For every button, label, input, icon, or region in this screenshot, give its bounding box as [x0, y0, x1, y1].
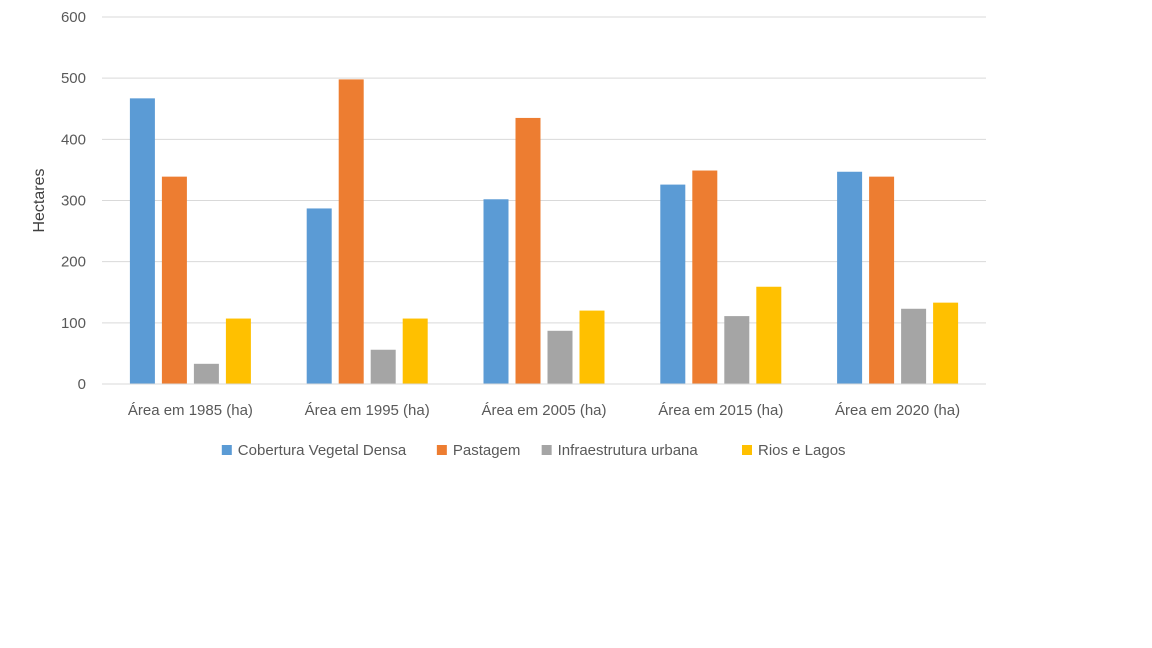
legend-swatch — [541, 445, 552, 455]
y-tick-label: 300 — [61, 193, 86, 210]
bar — [161, 176, 187, 384]
bar — [837, 171, 863, 384]
legend-swatch — [436, 445, 447, 455]
y-tick-label: 200 — [61, 254, 86, 271]
bar — [129, 98, 155, 384]
y-tick-label: 0 — [78, 376, 86, 393]
bar — [579, 310, 605, 384]
y-tick-label: 600 — [61, 9, 86, 26]
bar — [724, 316, 750, 384]
bar — [225, 318, 251, 384]
bar — [869, 176, 895, 384]
y-axis-label: Hectares — [31, 168, 48, 232]
bar — [402, 318, 428, 384]
legend: Cobertura Vegetal Densa Pastagem Infraestr… — [221, 442, 846, 459]
y-tick-label: 500 — [61, 70, 86, 87]
bar — [756, 286, 782, 384]
legend-label: Infraestrutura urbana — [558, 442, 699, 459]
x-axis-ticks: Área em 1985 (ha) Área em 1995 (ha) Área e… — [128, 402, 960, 419]
bar — [515, 117, 541, 385]
legend-label: Pastagem — [453, 442, 521, 459]
bar — [338, 79, 364, 384]
x-tick-label: Área em 1985 (ha) — [128, 402, 253, 419]
bar — [483, 199, 509, 384]
y-tick-label: 100 — [61, 315, 86, 332]
y-axis-ticks: 0 100 200 300 400 500 600 — [61, 9, 86, 393]
legend-swatch — [221, 445, 232, 455]
bar — [370, 349, 396, 384]
bar — [933, 302, 959, 384]
bar — [901, 308, 927, 384]
x-tick-label: Área em 2005 (ha) — [481, 402, 606, 419]
bar — [660, 184, 686, 384]
bar — [692, 170, 718, 384]
bar — [547, 330, 573, 384]
x-tick-label: Área em 2020 (ha) — [835, 402, 960, 419]
bars — [129, 79, 959, 385]
x-tick-label: Área em 2015 (ha) — [658, 402, 783, 419]
legend-swatch — [742, 445, 752, 455]
bar — [306, 208, 332, 384]
legend-label: Rios e Lagos — [758, 442, 846, 459]
bar — [193, 363, 219, 384]
y-tick-label: 400 — [61, 131, 86, 148]
legend-label: Cobertura Vegetal Densa — [238, 442, 407, 459]
x-tick-label: Área em 1995 (ha) — [305, 402, 430, 419]
